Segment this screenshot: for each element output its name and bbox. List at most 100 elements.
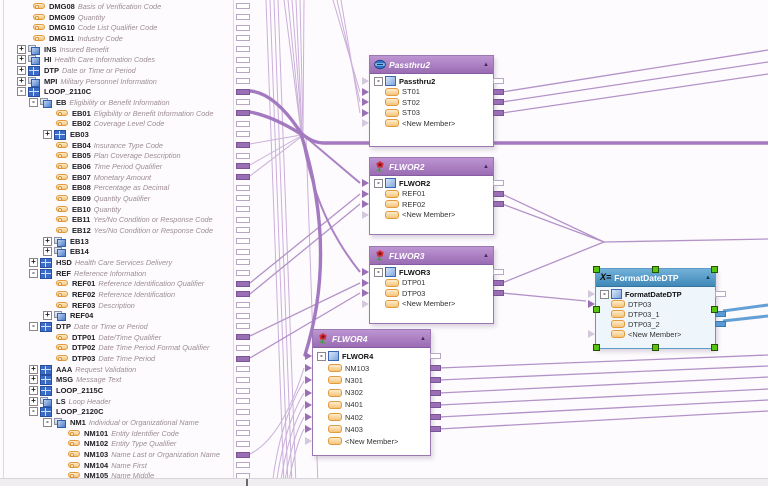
tree-item[interactable]: DMG10 Code List Qualifier Code xyxy=(0,22,251,33)
expander-icon[interactable]: - xyxy=(600,289,609,299)
input-connector[interactable] xyxy=(305,376,312,385)
tree-item[interactable]: EB08 Percentage as Decimal xyxy=(0,182,251,193)
output-connector[interactable] xyxy=(236,312,250,319)
output-connector[interactable] xyxy=(236,238,250,245)
output-connector[interactable] xyxy=(236,56,250,63)
component-item-row[interactable]: DTP03_2 xyxy=(596,319,726,329)
component-header[interactable]: FLWOR2 ▲ xyxy=(370,158,493,176)
component-item-row[interactable]: <New Member> xyxy=(362,118,493,129)
tree-item[interactable]: NM102 Entity Type Qualifier xyxy=(0,439,251,450)
output-connector[interactable] xyxy=(236,376,250,383)
expander-icon[interactable]: - xyxy=(374,267,383,277)
tree-item[interactable]: + LOOP_2115C xyxy=(0,385,251,397)
expander-icon[interactable]: + xyxy=(29,375,38,385)
output-connector[interactable] xyxy=(236,408,250,415)
tree-item[interactable]: DMG11 Industry Code xyxy=(0,33,251,44)
input-connector[interactable] xyxy=(305,388,312,397)
tree-item[interactable]: - NM1 Individual or Organizational Name xyxy=(0,417,251,429)
component-flwor4[interactable]: FLWOR4 ▲ - FLWOR4 NM103 xyxy=(305,329,441,456)
tree-item[interactable]: + HSD Health Care Services Delivery xyxy=(0,257,251,268)
expander-icon[interactable]: + xyxy=(17,55,26,65)
output-connector[interactable] xyxy=(236,291,250,298)
component-item-row[interactable]: N401 xyxy=(305,399,441,411)
component-item-row[interactable]: <New Member> xyxy=(362,299,493,310)
component-item-row[interactable]: ST01 xyxy=(362,87,504,98)
tree-item[interactable]: EB06 Time Period Qualifier xyxy=(0,161,251,172)
output-connector[interactable] xyxy=(236,78,250,85)
collapse-triangle-icon[interactable]: ▲ xyxy=(483,252,489,259)
component-item-row[interactable]: N301 xyxy=(305,374,441,386)
output-connector[interactable] xyxy=(236,270,250,277)
collapse-triangle-icon[interactable]: ▲ xyxy=(420,335,426,342)
tree-item[interactable]: - EB Eligibility or Benefit Information xyxy=(0,97,251,108)
output-connector[interactable] xyxy=(236,259,250,266)
tree-item[interactable]: - REF Reference Information xyxy=(0,268,251,279)
output-connector[interactable] xyxy=(236,462,250,469)
output-connector[interactable] xyxy=(493,290,504,297)
tree-item[interactable]: EB12 Yes/No Condition or Response Code xyxy=(0,225,251,236)
output-connector[interactable] xyxy=(236,131,250,138)
selection-handle[interactable] xyxy=(593,266,600,273)
output-connector[interactable] xyxy=(236,398,250,405)
tree-item[interactable]: DMG08 Basis of Verification Code xyxy=(0,1,251,12)
expander-icon[interactable]: + xyxy=(43,236,52,246)
output-connector[interactable] xyxy=(236,14,250,20)
input-connector[interactable] xyxy=(362,299,369,308)
tree-item[interactable]: - DTP Date or Time or Period xyxy=(0,321,251,332)
component-root-row[interactable]: - FLWOR2 xyxy=(362,178,504,189)
output-connector[interactable] xyxy=(236,174,250,181)
tree-item[interactable]: REF01 Reference Identification Qualifier xyxy=(0,278,251,289)
output-connector[interactable] xyxy=(236,451,250,458)
output-connector[interactable] xyxy=(236,419,250,426)
output-connector[interactable] xyxy=(236,35,250,42)
tree-item[interactable]: DTP03 Date Time Period xyxy=(0,353,251,364)
input-connector[interactable] xyxy=(362,278,369,287)
output-connector[interactable] xyxy=(236,3,250,10)
selection-handle[interactable] xyxy=(711,306,718,313)
expander-icon[interactable]: + xyxy=(17,76,26,86)
output-connector[interactable] xyxy=(236,206,250,213)
expander-icon[interactable]: - xyxy=(29,268,38,278)
output-connector[interactable] xyxy=(430,389,441,396)
input-connector[interactable] xyxy=(305,352,312,361)
component-root-row[interactable]: - FLWOR3 xyxy=(362,267,504,278)
component-item-row[interactable]: REF01 xyxy=(362,189,504,200)
output-connector[interactable] xyxy=(493,109,504,116)
horizontal-scrollbar[interactable] xyxy=(0,478,768,486)
tree-item[interactable]: + EB14 xyxy=(0,246,251,258)
tree-item[interactable]: NM101 Entity Identifier Code xyxy=(0,428,251,439)
input-connector[interactable] xyxy=(305,400,312,409)
tree-item[interactable]: + EB13 xyxy=(0,236,251,247)
input-connector[interactable] xyxy=(362,200,369,209)
expander-icon[interactable]: + xyxy=(43,247,52,257)
output-connector[interactable] xyxy=(493,99,504,106)
input-connector[interactable] xyxy=(305,364,312,373)
component-header[interactable]: FLWOR3 ▲ xyxy=(370,247,493,265)
tree-item[interactable]: EB09 Quantity Qualifier xyxy=(0,193,251,204)
input-connector[interactable] xyxy=(362,189,369,198)
component-flwor3[interactable]: FLWOR3 ▲ - FLWOR3 DTP01 xyxy=(362,246,504,324)
expander-icon[interactable]: - xyxy=(374,76,383,86)
tree-item[interactable]: + DTP Date or Time or Period xyxy=(0,65,251,76)
output-connector[interactable] xyxy=(493,180,504,187)
input-connector[interactable] xyxy=(305,413,312,422)
output-connector[interactable] xyxy=(236,227,250,234)
output-connector[interactable] xyxy=(236,302,250,309)
output-connector[interactable] xyxy=(236,387,250,394)
selection-handle[interactable] xyxy=(711,344,718,351)
output-connector[interactable] xyxy=(236,88,250,95)
input-connector[interactable] xyxy=(588,330,595,338)
collapse-triangle-icon[interactable]: ▲ xyxy=(483,61,489,68)
component-item-row[interactable]: N302 xyxy=(305,387,441,399)
tree-item[interactable]: DMG09 Quantity xyxy=(0,12,251,23)
component-item-row[interactable]: <New Member> xyxy=(362,210,493,221)
output-connector[interactable] xyxy=(236,355,250,362)
component-item-row[interactable]: ST02 xyxy=(362,97,504,108)
output-connector[interactable] xyxy=(236,46,250,53)
expander-icon[interactable]: + xyxy=(29,364,38,374)
tree-item[interactable]: EB04 Insurance Type Code xyxy=(0,140,251,151)
output-connector[interactable] xyxy=(236,184,250,191)
output-connector[interactable] xyxy=(493,190,504,197)
output-connector[interactable] xyxy=(236,440,250,447)
component-item-row[interactable]: N402 xyxy=(305,411,441,423)
